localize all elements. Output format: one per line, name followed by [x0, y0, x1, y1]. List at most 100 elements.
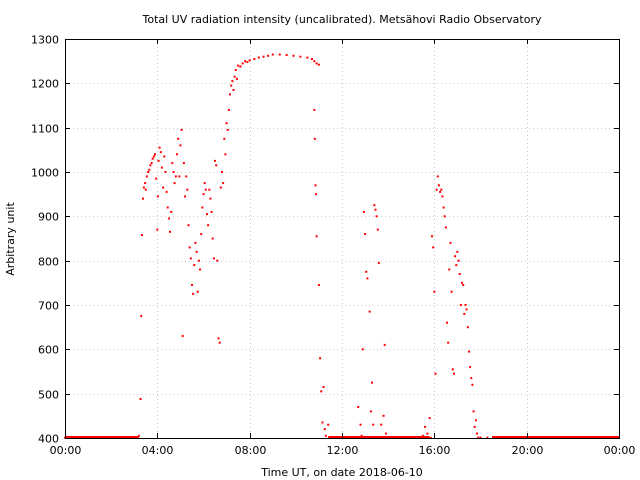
data-point — [142, 186, 145, 189]
x-tick-label: 12:00 — [327, 444, 359, 457]
data-point — [453, 372, 455, 375]
data-point — [152, 155, 155, 158]
data-point — [262, 55, 265, 58]
data-point — [157, 159, 160, 162]
data-point — [173, 182, 176, 185]
data-point — [137, 434, 140, 437]
data-point — [239, 65, 242, 68]
data-point — [313, 108, 316, 111]
data-point — [154, 153, 156, 156]
data-point — [278, 53, 281, 56]
data-point — [442, 206, 445, 209]
data-point — [187, 224, 190, 227]
data-point — [292, 54, 295, 57]
data-point — [362, 210, 365, 213]
data-point — [227, 108, 230, 111]
data-point — [444, 226, 447, 229]
data-point — [466, 326, 469, 329]
y-tick-label: 900 — [38, 211, 59, 224]
data-point — [267, 54, 270, 57]
data-point — [179, 144, 182, 147]
data-point — [226, 128, 229, 131]
data-point — [192, 292, 195, 295]
data-point — [315, 62, 318, 65]
data-point — [139, 398, 142, 400]
x-tick-label: 16:00 — [419, 444, 451, 457]
data-point — [434, 372, 437, 375]
data-point — [147, 171, 150, 173]
data-point — [206, 213, 208, 216]
data-point — [236, 77, 238, 80]
data-point — [451, 368, 454, 371]
data-point — [428, 417, 431, 420]
data-point — [225, 122, 228, 125]
data-points — [64, 53, 620, 439]
data-point — [439, 190, 442, 193]
data-point — [197, 259, 200, 262]
data-point — [443, 215, 446, 218]
data-point — [380, 423, 383, 426]
y-tick-label: 1000 — [31, 167, 59, 180]
data-point — [365, 270, 368, 273]
data-point — [364, 233, 367, 236]
data-point — [196, 290, 199, 293]
data-point — [374, 208, 377, 211]
data-point — [435, 188, 438, 191]
data-point — [306, 56, 309, 59]
data-point — [224, 153, 227, 156]
data-point — [372, 423, 375, 426]
y-tick-label: 1100 — [31, 123, 59, 136]
grid-lines — [65, 39, 619, 438]
data-point — [210, 210, 213, 213]
y-tick-label: 800 — [38, 256, 59, 269]
data-point — [368, 310, 371, 313]
y-axis-label: Arbitrary unit — [4, 202, 17, 276]
data-point — [458, 273, 461, 275]
y-tick-label: 600 — [38, 344, 59, 357]
data-point — [446, 321, 448, 324]
x-axis-label: Time UT, on date 2018-06-10 — [260, 466, 423, 479]
data-point — [321, 421, 324, 424]
data-point — [233, 75, 236, 78]
data-point — [203, 182, 206, 185]
data-point — [468, 350, 470, 353]
data-point — [180, 128, 183, 131]
data-point — [167, 217, 170, 220]
data-point — [463, 312, 466, 315]
data-point — [144, 188, 147, 191]
data-point — [371, 381, 373, 384]
data-point — [211, 237, 214, 240]
data-point — [476, 432, 478, 435]
data-point — [469, 366, 472, 369]
data-point — [222, 182, 225, 185]
data-point — [450, 290, 453, 293]
data-point — [230, 84, 233, 87]
data-point — [377, 261, 380, 264]
data-point — [204, 188, 207, 191]
data-point — [369, 410, 372, 413]
data-point — [376, 228, 379, 231]
data-point — [244, 60, 247, 63]
data-point — [426, 432, 429, 435]
data-point — [199, 268, 201, 271]
y-tick-label: 1200 — [31, 78, 59, 91]
data-point — [285, 54, 288, 56]
data-point — [149, 164, 152, 167]
data-point — [231, 80, 234, 83]
data-point — [140, 234, 143, 236]
x-tick-label: 04:00 — [142, 444, 174, 457]
data-point — [299, 55, 302, 58]
data-point — [479, 436, 482, 439]
y-tick-label: 500 — [38, 389, 59, 402]
data-point — [383, 343, 386, 346]
data-point — [218, 341, 221, 344]
data-point — [373, 204, 376, 207]
data-point — [194, 241, 197, 244]
data-point — [164, 171, 167, 173]
data-point — [324, 434, 327, 437]
data-point — [313, 60, 316, 63]
data-point — [317, 284, 320, 286]
data-point — [459, 304, 462, 306]
data-point — [185, 175, 188, 178]
